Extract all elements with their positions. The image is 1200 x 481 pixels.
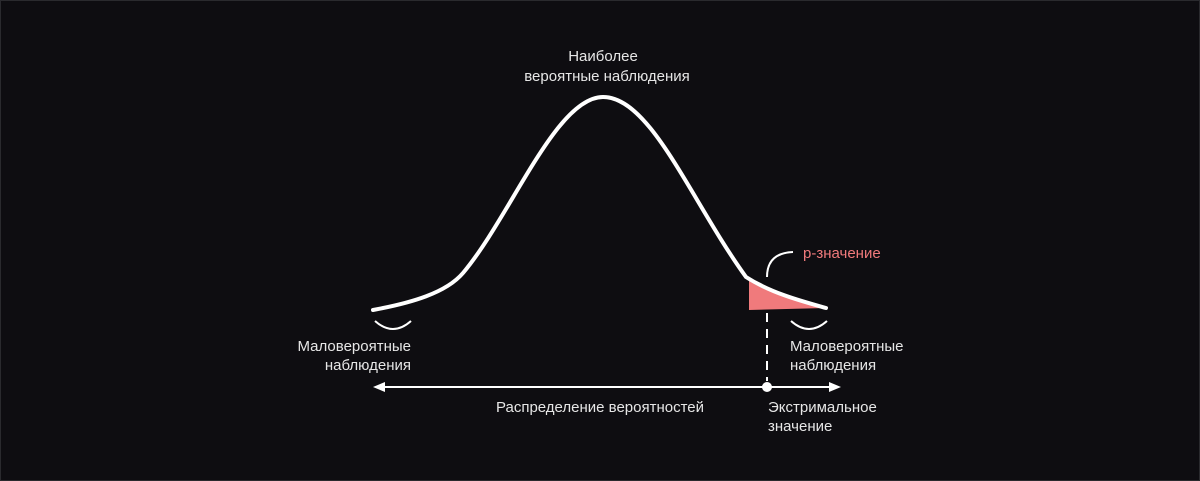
peak-label-line1: Наиболее	[568, 48, 638, 65]
p-value-label: p-значение	[803, 245, 881, 262]
right-tail-label-line2: наблюдения	[790, 357, 876, 374]
peak-label-line2: вероятные наблюдения	[524, 68, 690, 85]
extreme-value-point	[762, 382, 772, 392]
axis-label: Распределение вероятностей	[496, 399, 704, 416]
extreme-value-label-line2: значение	[768, 418, 832, 435]
axis-arrow-right-icon	[829, 382, 841, 392]
left-tail-label-line1: Маловероятные	[298, 338, 412, 355]
p-value-callout-line	[766, 251, 794, 278]
distribution-curve	[371, 94, 828, 312]
left-tail-label-line2: наблюдения	[325, 357, 411, 374]
right-tail-label-line1: Маловероятные	[790, 338, 904, 355]
right-tail-bracket	[790, 320, 828, 330]
axis-arrow-left-icon	[373, 382, 385, 392]
extreme-value-label-line1: Экстримальное	[768, 399, 877, 416]
left-tail-bracket	[374, 320, 412, 330]
